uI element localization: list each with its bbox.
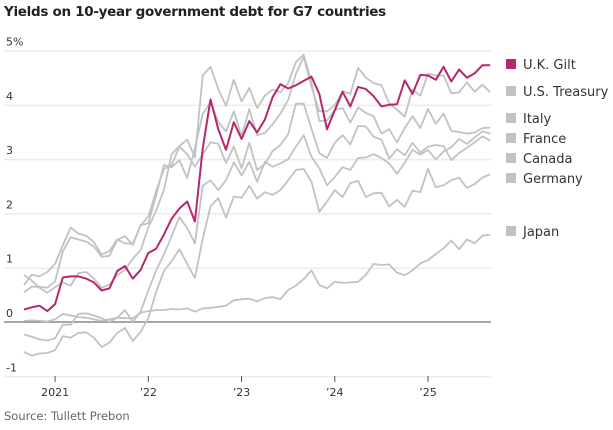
y-tick-label: 2 — [6, 198, 13, 211]
legend-label: Germany — [523, 172, 583, 187]
series-line-canada — [23, 102, 491, 293]
series-line-germany — [23, 167, 491, 357]
y-tick-label: 4 — [6, 90, 13, 103]
x-axis: 2021 ’22 ’23 ’24 ’25 — [41, 376, 437, 399]
legend-swatch — [506, 86, 516, 96]
gridlines — [4, 50, 491, 378]
chart-title: Yields on 10-year government debt for G7… — [4, 4, 386, 20]
legend-swatch — [506, 153, 516, 163]
legend-label: U.K. Gilt — [523, 58, 576, 73]
y-tick-label: 5% — [6, 36, 23, 49]
series-line-u-k-gilt — [23, 64, 491, 313]
series-line-u-s-treasury — [23, 56, 491, 286]
legend-item: Germany — [506, 172, 583, 187]
legend-label: France — [523, 132, 566, 147]
legend-label: Japan — [522, 225, 559, 240]
x-tick-label: 2021 — [41, 386, 69, 399]
legend-item: Canada — [506, 152, 572, 167]
legend-label: U.S. Treasury — [523, 85, 609, 100]
y-tick-label: 0 — [6, 307, 13, 320]
legend-swatch — [506, 173, 516, 183]
y-tick-label: 3 — [6, 144, 13, 157]
x-tick-label: ’25 — [419, 386, 437, 399]
source-note: Source: Tullett Prebon — [4, 409, 130, 423]
x-tick-label: ’22 — [140, 386, 158, 399]
y-tick-label: 1 — [6, 253, 13, 266]
y-axis-ticks: 5% 4 3 2 1 0 -1 — [6, 36, 23, 375]
series-line-italy — [23, 53, 491, 294]
legend-swatch — [506, 113, 516, 123]
y-tick-label: -1 — [6, 361, 17, 374]
x-tick-label: ’23 — [233, 386, 251, 399]
legend-label: Italy — [523, 112, 552, 127]
legend: U.K. Gilt U.S. Treasury Italy France Canada G… — [506, 58, 609, 240]
legend-item: France — [506, 132, 566, 147]
series-line-france — [23, 130, 491, 342]
x-tick-label: ’24 — [326, 386, 344, 399]
legend-item: Japan — [506, 225, 559, 240]
series-lines — [23, 53, 491, 357]
legend-item: U.S. Treasury — [506, 85, 609, 100]
legend-swatch — [506, 59, 516, 69]
series-line-japan — [23, 233, 491, 323]
legend-label: Canada — [523, 152, 572, 167]
legend-item: Italy — [506, 112, 552, 127]
legend-swatch — [506, 133, 516, 143]
legend-swatch — [506, 226, 516, 236]
legend-item: U.K. Gilt — [506, 58, 576, 73]
